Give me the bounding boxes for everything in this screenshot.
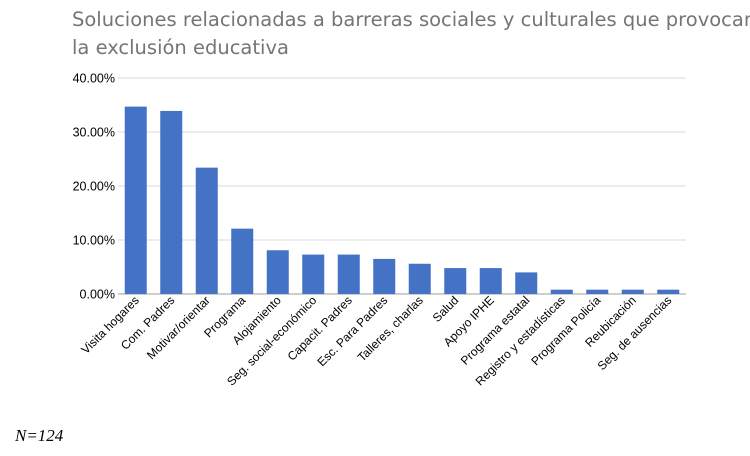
bar: [657, 289, 680, 294]
bar: [586, 289, 609, 294]
bar: [444, 268, 467, 294]
y-tick-label: 20.00%: [73, 180, 115, 194]
bar: [479, 268, 502, 294]
bar: [266, 250, 289, 294]
chart-title: Soluciones relacionadas a barreras socia…: [72, 6, 750, 62]
sample-size-note: N=124: [15, 426, 64, 445]
y-axis-ticks: 0.00% 10.00% 20.00% 30.00% 40.00%: [73, 72, 115, 302]
x-tick-label: Salud: [430, 293, 462, 325]
bar: [621, 289, 644, 294]
bar: [373, 258, 396, 294]
bar: [408, 263, 431, 294]
x-tick-label: Motivar/orientar: [144, 293, 213, 362]
bar: [302, 254, 325, 294]
y-tick-label: 10.00%: [73, 234, 115, 248]
bar: [337, 254, 360, 294]
y-tick-label: 30.00%: [73, 126, 115, 140]
bar: [160, 110, 183, 294]
bar: [515, 272, 538, 294]
chart-title-line-1: Soluciones relacionadas a barreras socia…: [72, 8, 750, 31]
bar: [550, 289, 573, 294]
bar: [231, 228, 254, 294]
x-tick-label: Talleres, charlas: [355, 293, 426, 364]
bars: [124, 106, 680, 295]
bar: [124, 106, 147, 295]
y-tick-label: 40.00%: [73, 72, 115, 86]
chart-title-line-2: la exclusión educativa: [72, 36, 289, 59]
bar: [195, 167, 218, 294]
y-tick-label: 0.00%: [80, 288, 115, 302]
